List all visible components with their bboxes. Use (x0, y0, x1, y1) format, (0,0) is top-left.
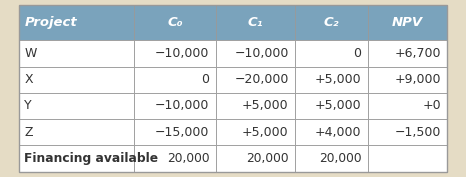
Text: +9,000: +9,000 (394, 73, 441, 86)
Bar (19, 5, 134, 40)
Bar (19, 67, 134, 93)
Text: 0: 0 (201, 73, 209, 86)
Text: −20,000: −20,000 (234, 73, 288, 86)
Bar (19, 119, 134, 145)
Text: 20,000: 20,000 (167, 152, 209, 165)
Text: +0: +0 (422, 99, 441, 112)
Text: C₀: C₀ (167, 16, 183, 29)
Bar (216, 93, 295, 119)
Text: +6,700: +6,700 (394, 47, 441, 60)
Text: NPV: NPV (392, 16, 423, 29)
Bar (216, 5, 295, 40)
Bar (134, 119, 216, 145)
Bar (295, 93, 368, 119)
Bar (134, 40, 216, 67)
Text: −10,000: −10,000 (155, 99, 209, 112)
Text: Financing available: Financing available (24, 152, 158, 165)
Bar (134, 93, 216, 119)
Bar (19, 145, 134, 172)
Bar (134, 145, 216, 172)
Text: C₁: C₁ (248, 16, 263, 29)
Text: −1,500: −1,500 (394, 126, 441, 139)
Bar (19, 93, 134, 119)
Bar (216, 67, 295, 93)
Text: −15,000: −15,000 (155, 126, 209, 139)
Text: C₂: C₂ (324, 16, 339, 29)
Bar (368, 145, 447, 172)
Text: 20,000: 20,000 (319, 152, 362, 165)
Text: −10,000: −10,000 (155, 47, 209, 60)
Text: 0: 0 (354, 47, 362, 60)
Text: +5,000: +5,000 (242, 126, 288, 139)
Bar (295, 119, 368, 145)
Text: −10,000: −10,000 (234, 47, 288, 60)
Bar (295, 40, 368, 67)
Text: Y: Y (24, 99, 32, 112)
Text: X: X (24, 73, 33, 86)
Bar (216, 119, 295, 145)
Text: +5,000: +5,000 (315, 99, 362, 112)
Text: 20,000: 20,000 (246, 152, 288, 165)
Text: +5,000: +5,000 (315, 73, 362, 86)
Bar (216, 40, 295, 67)
Text: W: W (24, 47, 37, 60)
Bar (368, 119, 447, 145)
Bar (216, 145, 295, 172)
Text: +4,000: +4,000 (315, 126, 362, 139)
Bar (295, 5, 368, 40)
Bar (368, 40, 447, 67)
Text: Project: Project (24, 16, 77, 29)
Bar (368, 67, 447, 93)
Bar (295, 145, 368, 172)
Bar (368, 93, 447, 119)
Text: Z: Z (24, 126, 33, 139)
Bar (368, 5, 447, 40)
Bar (134, 5, 216, 40)
Bar (295, 67, 368, 93)
Text: +5,000: +5,000 (242, 99, 288, 112)
Bar (134, 67, 216, 93)
Bar (19, 40, 134, 67)
